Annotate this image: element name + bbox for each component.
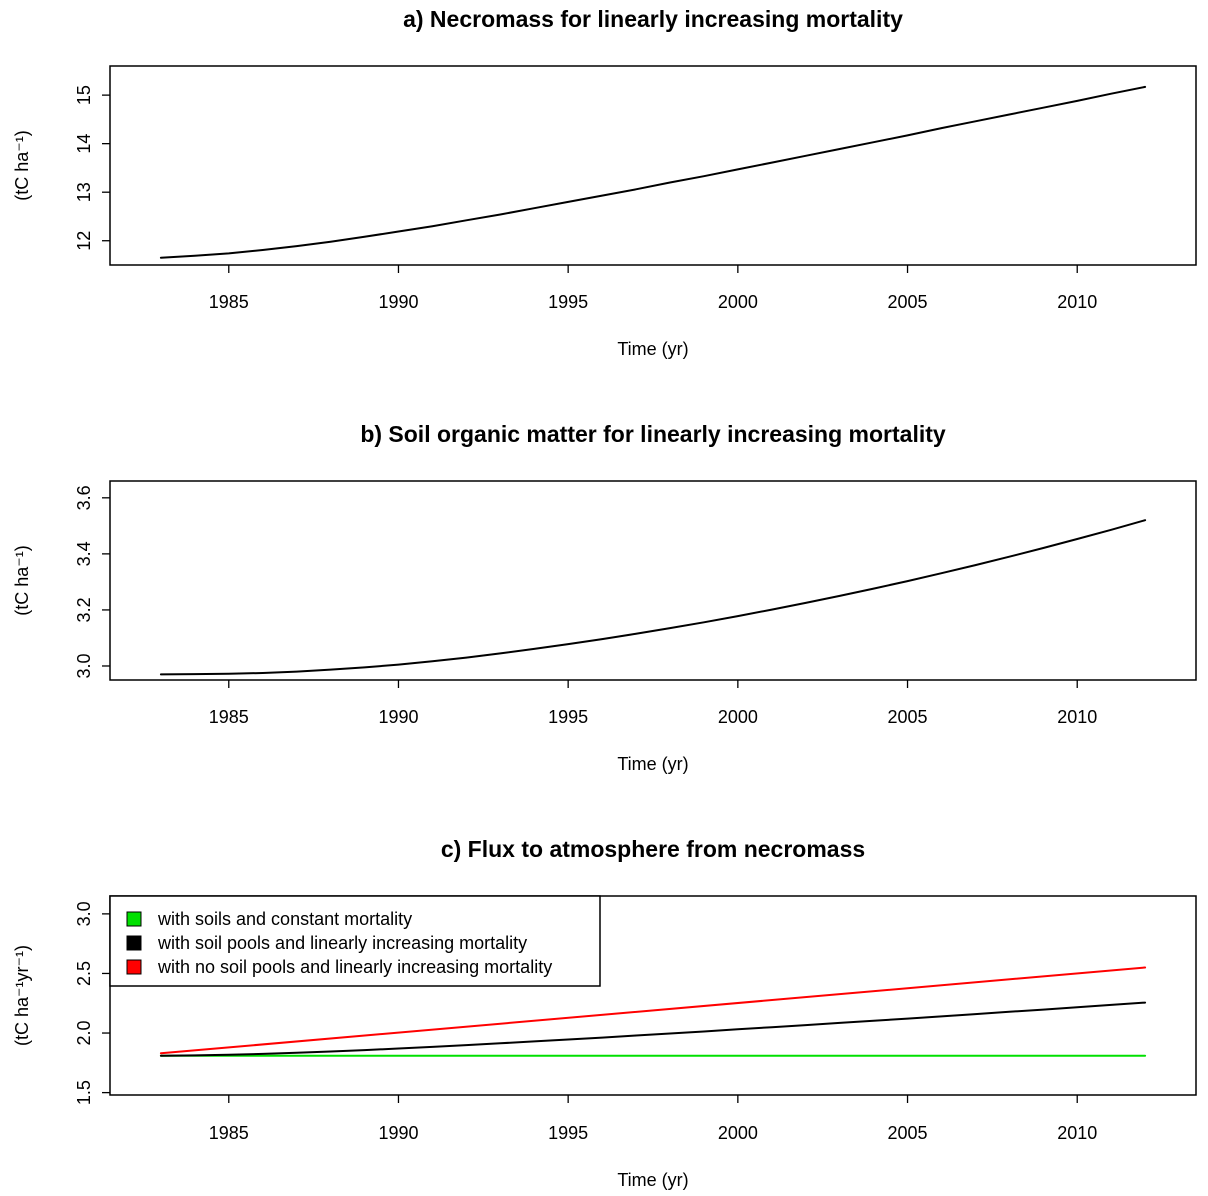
panel-c-legend-label: with soil pools and linearly increasing … <box>157 933 527 953</box>
panel-c-y-tick-label: 3.0 <box>74 901 94 926</box>
panel-a-x-axis-label: Time (yr) <box>617 339 688 359</box>
panel-b-x-tick-label: 2010 <box>1057 707 1097 727</box>
panel-c-legend-box <box>109 895 601 987</box>
panel-c: c) Flux to atmosphere from necromass 1985… <box>12 836 1197 1190</box>
panel-a-x-tick-label: 2005 <box>888 292 928 312</box>
panel-c-y-tick-label: 2.0 <box>74 1021 94 1046</box>
panel-c-title: c) Flux to atmosphere from necromass <box>441 836 865 862</box>
panel-c-y-tick-label: 1.5 <box>74 1080 94 1105</box>
panel-a-y-tick-label: 15 <box>74 85 94 105</box>
panel-b-y-tick-label: 3.4 <box>74 541 94 566</box>
panel-c-x-tick-label: 2010 <box>1057 1123 1097 1143</box>
panel-c-x-tick-label: 1990 <box>378 1123 418 1143</box>
panel-a-y-axis-label: (tC ha⁻¹) <box>12 130 32 201</box>
panel-c-x-tick-label: 1995 <box>548 1123 588 1143</box>
panel-c-x-tick-label: 2005 <box>888 1123 928 1143</box>
panel-c-legend-swatch <box>126 935 142 951</box>
panel-a-x-tick-label: 1995 <box>548 292 588 312</box>
panel-c-x-axis-label: Time (yr) <box>617 1170 688 1190</box>
panel-c-series-line-1 <box>159 1001 1147 1057</box>
panel-a-y-tick-label: 13 <box>74 182 94 202</box>
panel-b-x-tick-label: 1990 <box>378 707 418 727</box>
panel-b-y-axis-label: (tC ha⁻¹) <box>12 545 32 616</box>
panel-b-x-tick-label: 1995 <box>548 707 588 727</box>
panel-a-y-tick-label: 14 <box>74 134 94 154</box>
panel-b-y-tick-label: 3.2 <box>74 597 94 622</box>
panel-c-legend-swatch <box>126 959 142 975</box>
panel-b-y-tick-label: 3.0 <box>74 653 94 678</box>
panel-b-y-tick-label: 3.6 <box>74 485 94 510</box>
panel-c-x-tick-label: 1985 <box>209 1123 249 1143</box>
panel-a-x-tick-label: 2010 <box>1057 292 1097 312</box>
panel-a: a) Necromass for linearly increasing mor… <box>12 6 1197 359</box>
panel-c-legend-swatch <box>126 911 142 927</box>
panel-a-plot-frame <box>109 65 1197 266</box>
panel-b-x-axis-label: Time (yr) <box>617 754 688 774</box>
panel-b: b) Soil organic matter for linearly incr… <box>12 421 1197 774</box>
panel-a-series-line-0 <box>159 85 1147 259</box>
panel-b-plot-frame <box>109 480 1197 681</box>
panel-c-y-axis-label: (tC ha⁻¹yr⁻¹) <box>12 945 32 1046</box>
panel-a-x-tick-label: 2000 <box>718 292 758 312</box>
panel-a-x-tick-label: 1990 <box>378 292 418 312</box>
panel-b-x-tick-label: 2005 <box>888 707 928 727</box>
panel-a-x-tick-label: 1985 <box>209 292 249 312</box>
panel-b-title: b) Soil organic matter for linearly incr… <box>360 421 946 447</box>
panel-a-y-tick-label: 12 <box>74 231 94 251</box>
panel-c-legend-label: with soils and constant mortality <box>157 909 412 929</box>
panel-b-x-tick-label: 1985 <box>209 707 249 727</box>
panel-c-legend-label: with no soil pools and linearly increasi… <box>157 957 552 977</box>
panel-c-y-tick-label: 2.5 <box>74 961 94 986</box>
panel-b-x-tick-label: 2000 <box>718 707 758 727</box>
panel-a-title: a) Necromass for linearly increasing mor… <box>403 6 903 32</box>
panel-c-x-tick-label: 2000 <box>718 1123 758 1143</box>
panel-b-series-line-0 <box>159 519 1147 676</box>
panel-c-series-line-2 <box>159 966 1147 1055</box>
panel-c-plot-frame <box>109 895 1197 1096</box>
panel-c-legend: with soils and constant mortality with so… <box>109 895 601 987</box>
